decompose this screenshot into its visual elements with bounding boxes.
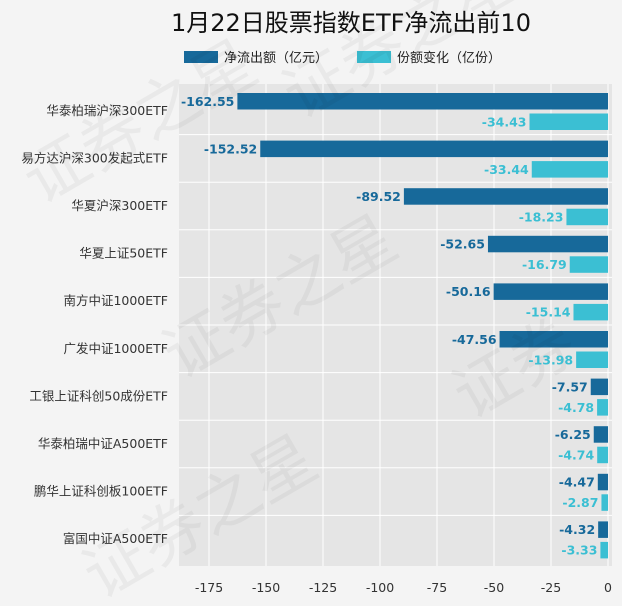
category-label: 华泰柏瑞中证A500ETF [38,436,168,451]
bars [237,93,609,559]
value-label-net-outflow: -6.25 [555,427,591,442]
category-label: 华夏沪深300ETF [71,198,168,213]
value-label-share-change: -16.79 [522,257,567,272]
bar-share-change [531,161,608,178]
x-tick-label: -50 [484,580,504,595]
legend-label-net-outflow: 净流出额（亿元） [224,51,328,66]
bar-net-outflow [593,426,608,443]
value-label-share-change: -33.44 [484,162,529,177]
bar-net-outflow [590,378,608,396]
bar-net-outflow [597,473,608,491]
x-tick-label: 0 [604,580,612,595]
value-label-share-change: -34.43 [482,114,527,129]
value-label-share-change: -4.78 [558,400,594,415]
x-tick-label: -175 [195,580,223,595]
value-label-net-outflow: -152.52 [204,141,257,156]
x-axis: -175 -150 -125 -100 -75 -50 -25 0 [195,580,612,595]
bar-share-change [573,303,608,321]
legend-label-share-change: 份额变化（亿份） [397,50,501,66]
bar-share-change [569,256,608,273]
value-label-net-outflow: -4.47 [559,475,595,490]
grid [179,84,612,566]
bar-share-change [597,446,608,464]
chart-title: 1月22日股票指数ETF净流出前10 [171,9,531,37]
category-label: 南方中证1000ETF [63,293,168,308]
value-label-share-change: -2.87 [562,495,598,510]
legend-swatch-net-outflow [184,51,218,63]
bar-share-change [597,399,608,416]
value-label-net-outflow: -47.56 [452,332,497,347]
bar-net-outflow [237,93,609,110]
value-label-share-change: -18.23 [519,209,564,224]
legend: 净流出额（亿元） 份额变化（亿份） [184,50,501,66]
category-label: 鹏华上证科创板100ETF [34,484,168,499]
category-label: 华夏上证50ETF [79,246,168,261]
category-labels: 华泰柏瑞沪深300ETF 易方达沪深300发起式ETF 华夏沪深300ETF 华夏上证… [21,103,168,546]
value-label-net-outflow: -7.57 [552,379,588,394]
bar-share-change [601,494,608,511]
bar-share-change [529,113,608,130]
category-label: 易方达沪深300发起式ETF [21,150,168,165]
value-label-share-change: -4.74 [558,447,594,462]
bar-share-change [566,208,608,226]
bar-share-change [576,351,608,368]
bar-share-change [600,541,608,559]
value-labels: -162.55 -34.43 -152.52 -33.44 -89.52 -18.23 -5… [181,94,599,558]
bar-net-outflow [487,235,608,253]
category-label: 工银上证科创50成份ETF [29,388,168,403]
value-label-share-change: -3.33 [561,543,597,558]
bar-net-outflow [493,283,608,300]
x-tick-label: -75 [427,580,447,595]
legend-swatch-share-change [357,51,391,63]
x-tick-label: -125 [309,580,337,595]
bar-net-outflow [260,140,608,158]
bar-net-outflow [598,521,608,538]
value-label-net-outflow: -50.16 [446,284,491,299]
value-label-net-outflow: -162.55 [181,94,234,109]
x-tick-label: -150 [252,580,280,595]
value-label-share-change: -13.98 [528,352,573,367]
category-label: 华泰柏瑞沪深300ETF [46,103,168,118]
category-label: 广发中证1000ETF [63,341,168,356]
bar-net-outflow [403,188,608,205]
bar-net-outflow [499,331,608,348]
value-label-share-change: -15.14 [526,305,571,320]
value-label-net-outflow: -4.32 [559,522,595,537]
x-tick-label: -25 [541,580,561,595]
value-label-net-outflow: -89.52 [356,189,401,204]
x-tick-label: -100 [366,580,394,595]
value-label-net-outflow: -52.65 [440,237,485,252]
category-label: 富国中证A500ETF [63,531,168,546]
